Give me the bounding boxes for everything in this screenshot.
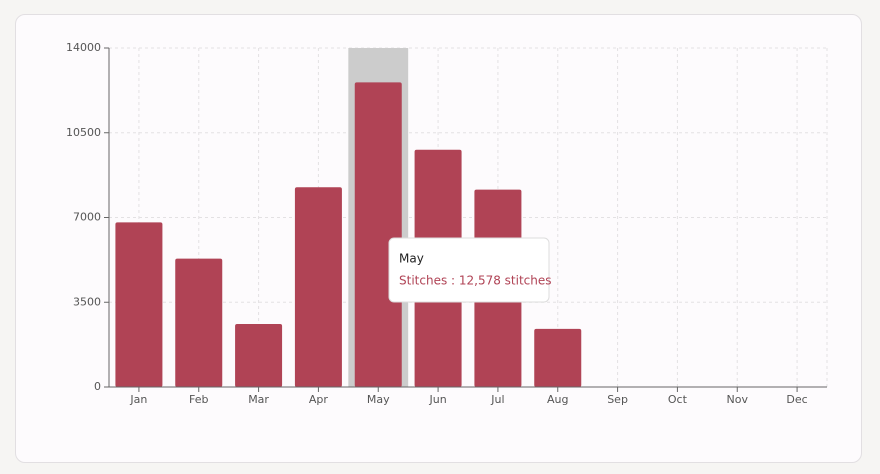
y-tick-label: 0 [94, 380, 101, 393]
bar[interactable] [175, 258, 223, 387]
bar[interactable] [354, 82, 402, 388]
tooltip-text: Stitches : 12,578 stitches [399, 274, 552, 288]
x-tick-label: Aug [547, 393, 568, 406]
bar[interactable] [294, 187, 342, 387]
x-tick-label: Mar [248, 393, 269, 406]
x-tick-label: Dec [786, 393, 807, 406]
bar[interactable] [235, 324, 283, 387]
y-tick-label: 3500 [73, 295, 101, 308]
bar[interactable] [534, 328, 582, 387]
x-tick-label: Jun [428, 393, 446, 406]
y-tick-label: 14000 [66, 41, 101, 54]
x-tick-label: May [367, 393, 390, 406]
tooltip [388, 237, 550, 303]
x-tick-label: Oct [668, 393, 688, 406]
y-tick-label: 7000 [73, 211, 101, 224]
x-tick-label: Jan [129, 393, 147, 406]
x-tick-label: Apr [309, 393, 329, 406]
y-tick-label: 10500 [66, 126, 101, 139]
x-tick-label: Sep [607, 393, 628, 406]
x-tick-label: Jul [490, 393, 504, 406]
x-tick-label: Nov [727, 393, 749, 406]
tooltip-title: May [399, 252, 424, 266]
x-tick-label: Feb [189, 393, 208, 406]
bar[interactable] [115, 222, 163, 387]
